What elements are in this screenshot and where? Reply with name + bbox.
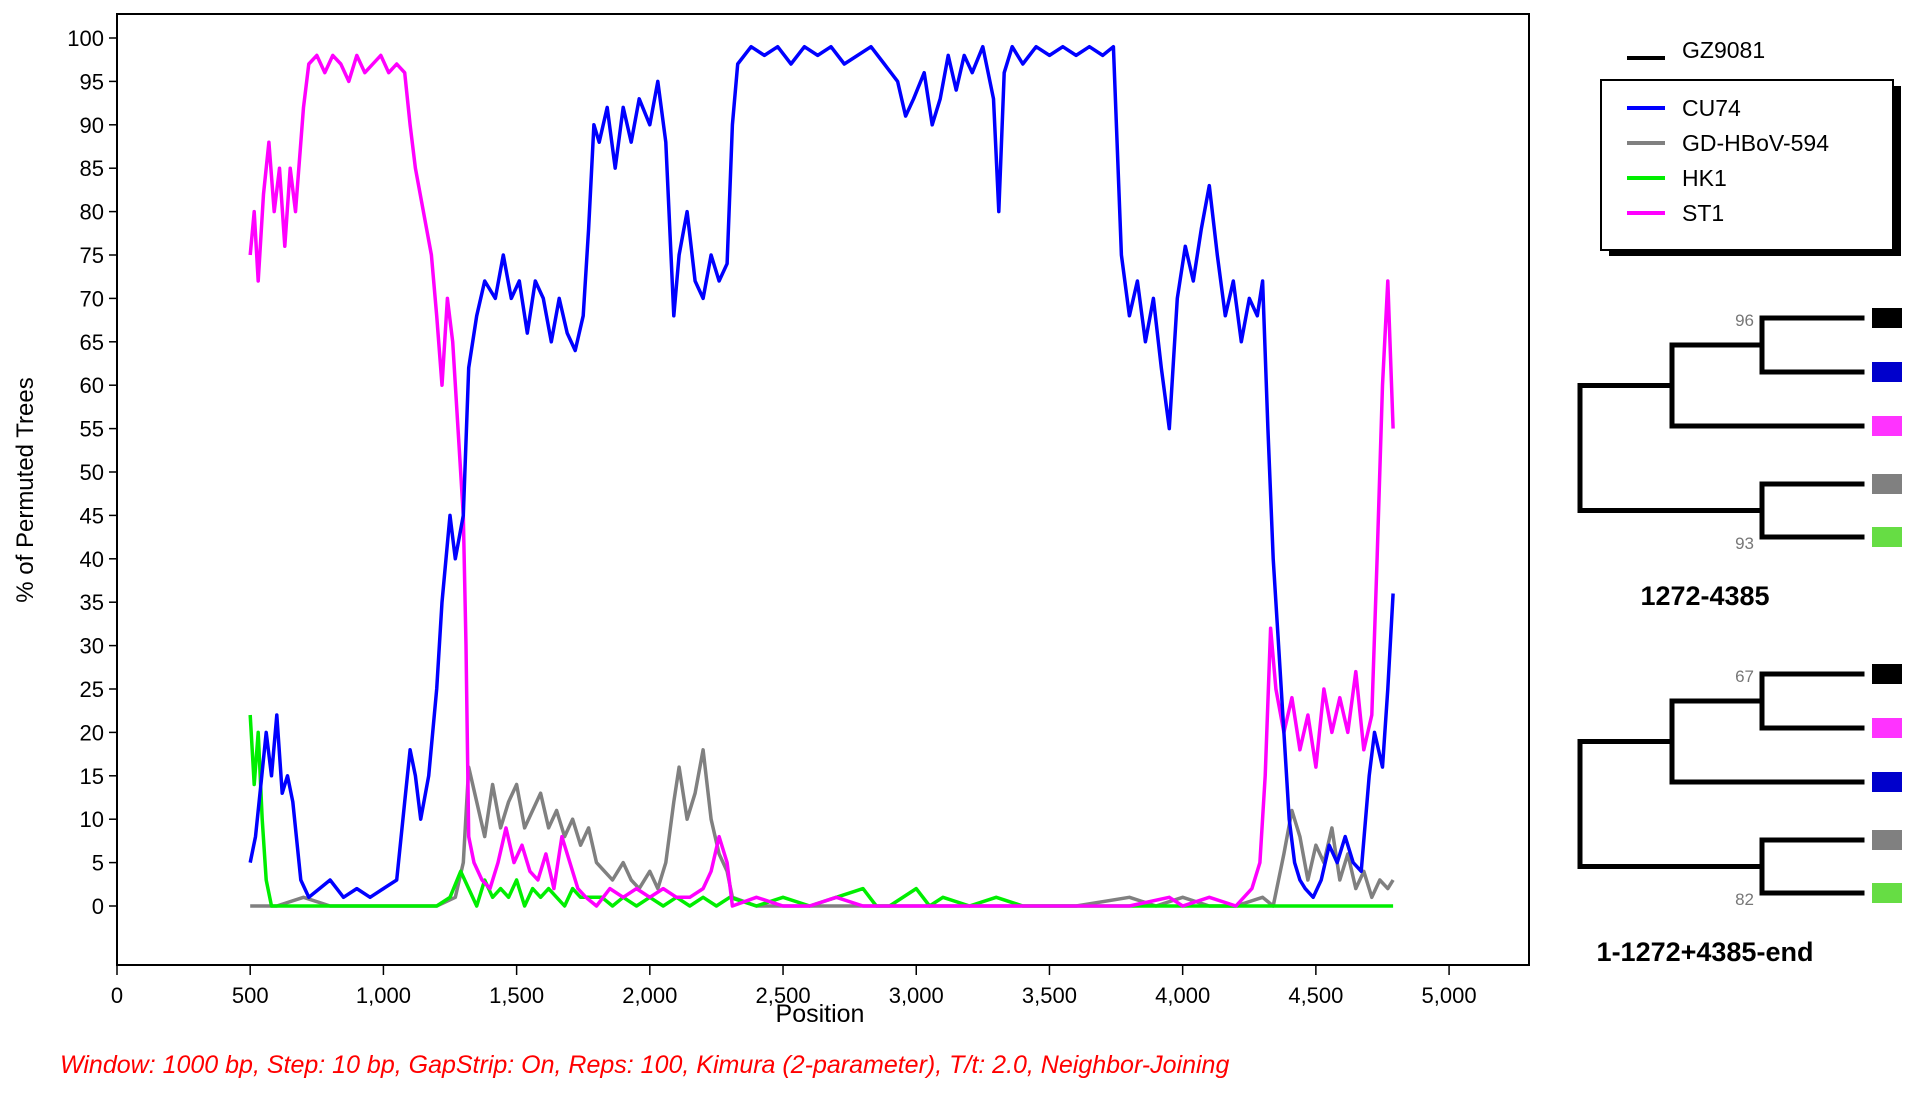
series-layer <box>248 44 1395 908</box>
y-tick-label: 15 <box>80 764 104 789</box>
legend: GZ9081 CU74 GD-HBoV-594 HK1 ST1 <box>1600 37 1901 256</box>
x-tick-label: 2,500 <box>756 983 811 1008</box>
y-tick-label: 80 <box>80 200 104 225</box>
tree-support-label: 67 <box>1735 667 1754 686</box>
tree-title: 1272-4385 <box>1640 581 1769 611</box>
legend-entry: GD-HBoV-594 <box>1682 130 1829 156</box>
tree-title: 1-1272+4385-end <box>1597 937 1814 967</box>
tree-leaf-swatch <box>1872 527 1902 547</box>
tree-leaf-swatch <box>1872 718 1902 738</box>
tree-leaf-swatch <box>1872 362 1902 382</box>
x-tick-label: 3,000 <box>889 983 944 1008</box>
series-line-st1 <box>248 53 1395 908</box>
plot-frame <box>116 13 1530 966</box>
x-axis-label: Position <box>776 1000 865 1028</box>
tree-leaf-swatch <box>1872 772 1902 792</box>
legend-entry: HK1 <box>1682 165 1727 191</box>
footnote: Window: 1000 bp, Step: 10 bp, GapStrip: … <box>60 1051 1229 1079</box>
x-axis-ticks: 0 500 1,000 1,500 2,000 2,500 3,000 3,500 4,000 4… <box>111 965 1477 1008</box>
x-tick-label: 0 <box>111 983 123 1008</box>
y-tick-label: 60 <box>80 373 104 398</box>
y-tick-label: 70 <box>80 286 104 311</box>
y-tick-label: 40 <box>80 547 104 572</box>
x-tick-label: 5,000 <box>1422 983 1477 1008</box>
legend-entry: CU74 <box>1682 95 1741 121</box>
x-tick-label: 2,000 <box>622 983 677 1008</box>
y-tick-label: 95 <box>80 69 104 94</box>
tree-support-label: 96 <box>1735 311 1754 330</box>
y-tick-label: 25 <box>80 677 104 702</box>
y-tick-label: 45 <box>80 503 104 528</box>
legend-entry: ST1 <box>1682 200 1724 226</box>
x-tick-label: 4,000 <box>1155 983 1210 1008</box>
tree-leaf-swatch <box>1872 830 1902 850</box>
y-tick-label: 35 <box>80 590 104 615</box>
series-line-cu74 <box>248 44 1395 900</box>
tree-1: 96 93 1272-4385 <box>1577 308 1902 611</box>
y-tick-label: 75 <box>80 243 104 268</box>
y-axis-ticks: 0 5 10 15 20 25 30 35 40 45 50 55 60 65 70 75 80 85 90 95 10… <box>67 26 117 919</box>
tree-leaf-swatch <box>1872 883 1902 903</box>
x-tick-label: 3,500 <box>1022 983 1077 1008</box>
y-tick-label: 30 <box>80 634 104 659</box>
tree-support-label: 93 <box>1735 534 1754 553</box>
tree-support-label: 82 <box>1735 890 1754 909</box>
y-tick-label: 10 <box>80 807 104 832</box>
tree-leaf-swatch <box>1872 416 1902 436</box>
y-tick-label: 90 <box>80 113 104 138</box>
x-tick-label: 1,500 <box>489 983 544 1008</box>
y-axis-label: % of Permuted Trees <box>12 377 39 602</box>
x-tick-label: 4,500 <box>1288 983 1343 1008</box>
series-line-gd-hbov-594 <box>250 748 1395 908</box>
x-tick-label: 1,000 <box>356 983 411 1008</box>
tree-leaf-swatch <box>1872 664 1902 684</box>
legend-box <box>1600 79 1894 251</box>
y-tick-label: 20 <box>80 720 104 745</box>
tree-leaf-swatch <box>1872 308 1902 328</box>
y-tick-label: 65 <box>80 330 104 355</box>
y-tick-label: 100 <box>67 26 104 51</box>
tree-leaf-swatch <box>1872 474 1902 494</box>
x-tick-label: 500 <box>232 983 269 1008</box>
trees: 96 93 1272-4385 67 82 1-1272+4385-end <box>1577 308 1902 967</box>
y-tick-label: 0 <box>92 894 104 919</box>
y-tick-label: 55 <box>80 417 104 442</box>
legend-header: GZ9081 <box>1682 37 1765 63</box>
y-tick-label: 50 <box>80 460 104 485</box>
y-tick-label: 5 <box>92 851 104 876</box>
tree-2: 67 82 1-1272+4385-end <box>1577 664 1902 967</box>
y-tick-label: 85 <box>80 156 104 181</box>
